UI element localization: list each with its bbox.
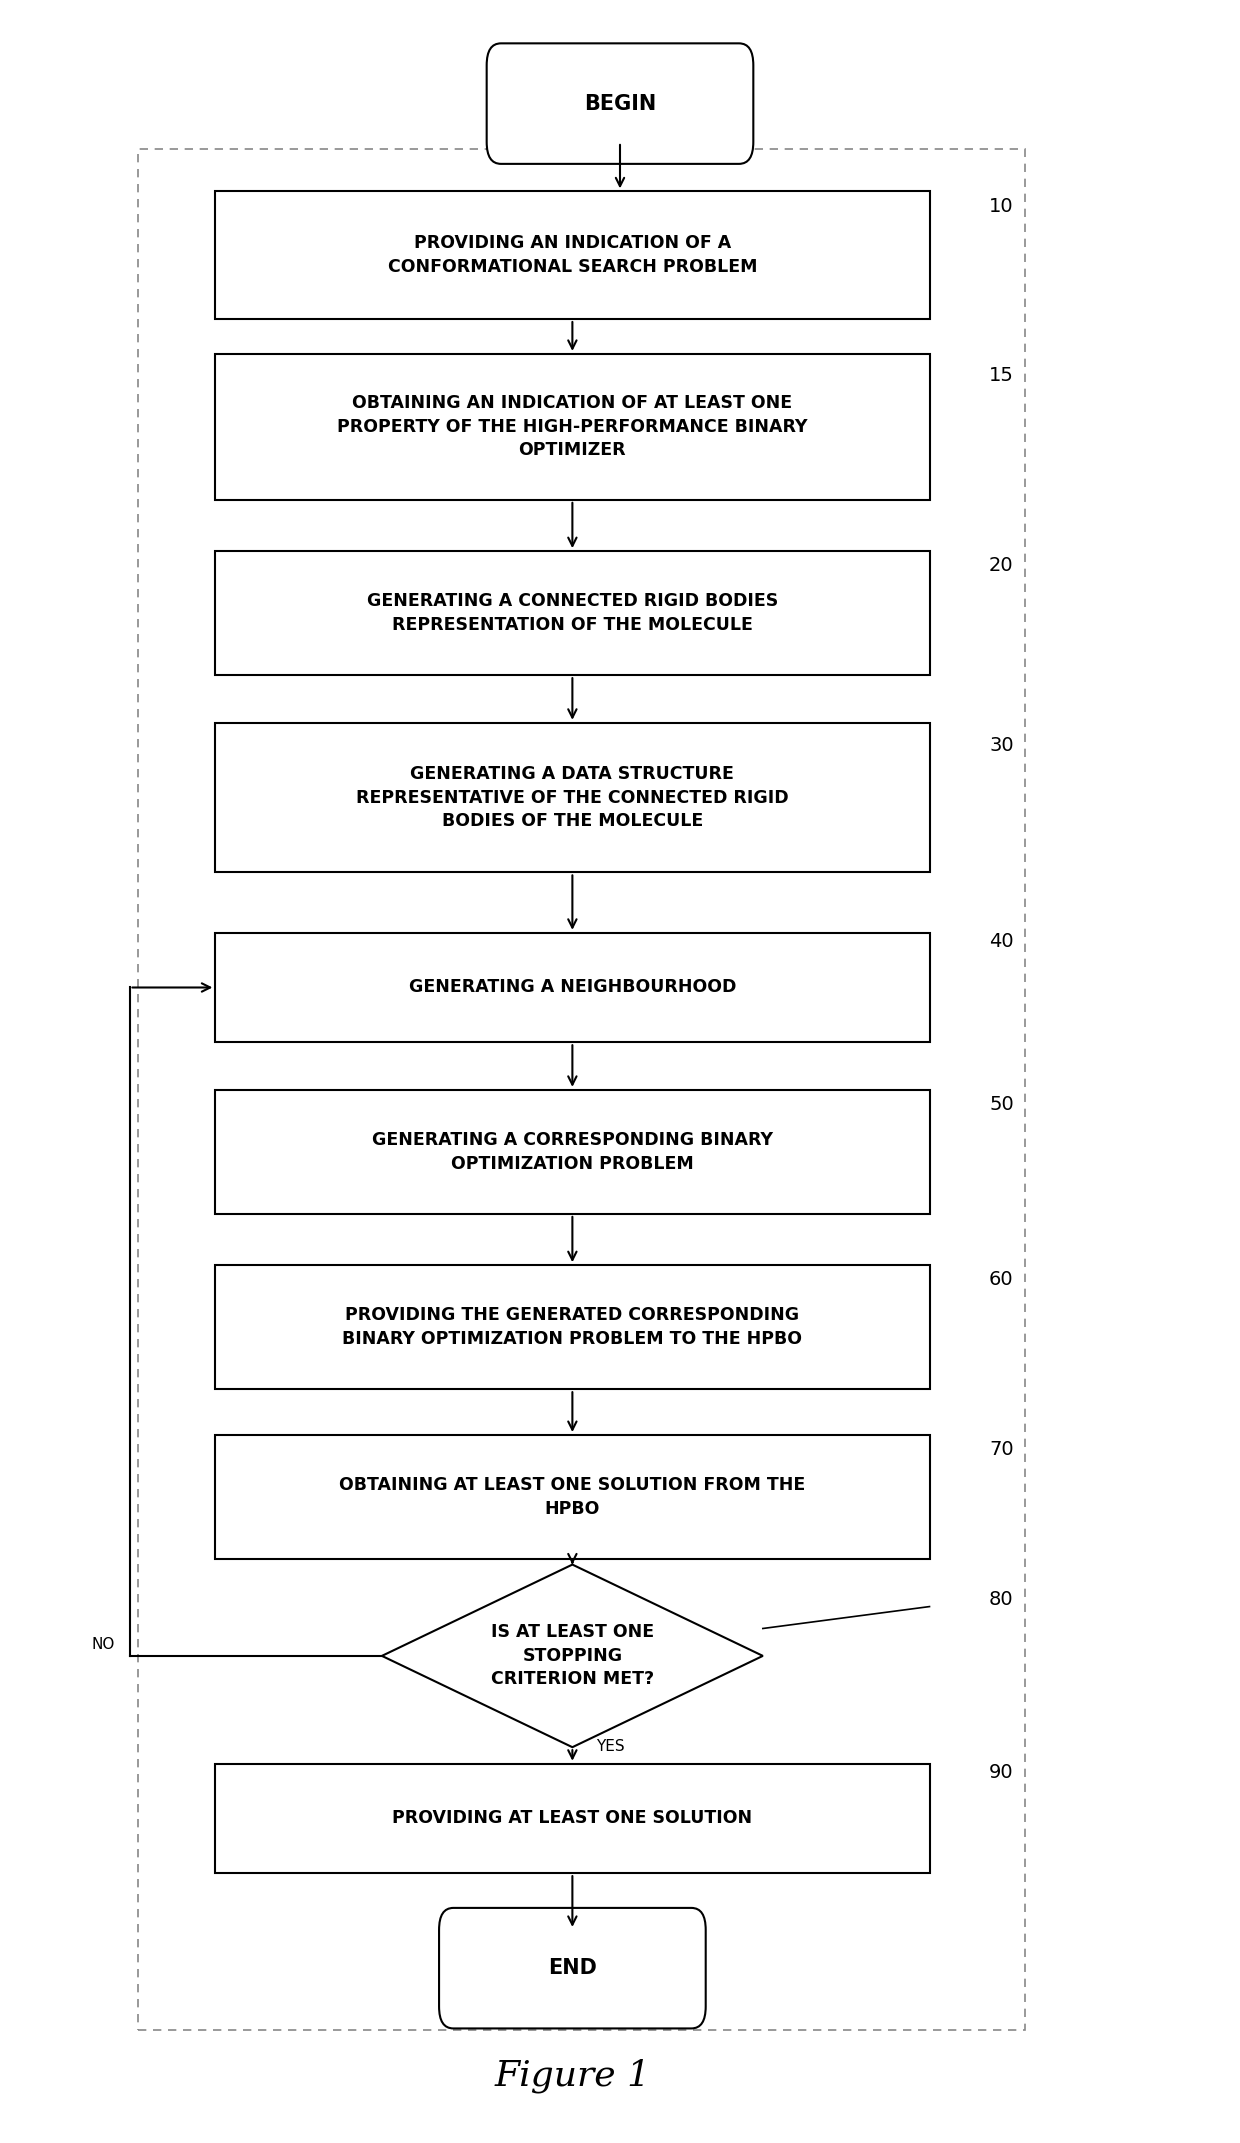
- Text: 80: 80: [990, 1590, 1013, 1609]
- Text: 60: 60: [990, 1271, 1013, 1288]
- Text: YES: YES: [596, 1738, 625, 1753]
- Text: 10: 10: [990, 197, 1013, 216]
- Bar: [216, 1764, 930, 1873]
- FancyBboxPatch shape: [486, 43, 754, 163]
- Bar: [216, 551, 930, 675]
- Text: NO: NO: [92, 1637, 115, 1652]
- Text: 30: 30: [990, 737, 1013, 754]
- Text: GENERATING A CORRESPONDING BINARY
OPTIMIZATION PROBLEM: GENERATING A CORRESPONDING BINARY OPTIMI…: [372, 1132, 773, 1172]
- Bar: [216, 354, 930, 499]
- Text: Figure 1: Figure 1: [495, 2059, 651, 2094]
- Bar: [216, 1091, 930, 1213]
- FancyBboxPatch shape: [439, 1907, 706, 2029]
- Text: PROVIDING AN INDICATION OF A
CONFORMATIONAL SEARCH PROBLEM: PROVIDING AN INDICATION OF A CONFORMATIO…: [388, 234, 758, 276]
- Text: GENERATING A DATA STRUCTURE
REPRESENTATIVE OF THE CONNECTED RIGID
BODIES OF THE : GENERATING A DATA STRUCTURE REPRESENTATI…: [356, 765, 789, 829]
- Text: PROVIDING THE GENERATED CORRESPONDING
BINARY OPTIMIZATION PROBLEM TO THE HPBO: PROVIDING THE GENERATED CORRESPONDING BI…: [342, 1307, 802, 1348]
- Polygon shape: [382, 1564, 763, 1747]
- Text: 90: 90: [990, 1764, 1013, 1783]
- Text: GENERATING A CONNECTED RIGID BODIES
REPRESENTATION OF THE MOLECULE: GENERATING A CONNECTED RIGID BODIES REPR…: [367, 591, 777, 634]
- Text: 50: 50: [990, 1095, 1014, 1114]
- Text: OBTAINING AN INDICATION OF AT LEAST ONE
PROPERTY OF THE HIGH-PERFORMANCE BINARY
: OBTAINING AN INDICATION OF AT LEAST ONE …: [337, 394, 807, 459]
- Text: 40: 40: [990, 932, 1013, 951]
- Bar: [216, 1264, 930, 1389]
- Text: PROVIDING AT LEAST ONE SOLUTION: PROVIDING AT LEAST ONE SOLUTION: [392, 1809, 753, 1828]
- Bar: [216, 1436, 930, 1560]
- Text: OBTAINING AT LEAST ONE SOLUTION FROM THE
HPBO: OBTAINING AT LEAST ONE SOLUTION FROM THE…: [340, 1477, 806, 1517]
- Bar: [138, 150, 1024, 2029]
- Bar: [216, 722, 930, 872]
- Text: 20: 20: [990, 555, 1013, 574]
- Bar: [216, 191, 930, 319]
- Text: IS AT LEAST ONE
STOPPING
CRITERION MET?: IS AT LEAST ONE STOPPING CRITERION MET?: [491, 1622, 653, 1689]
- Text: END: END: [548, 1959, 596, 1978]
- Text: 15: 15: [990, 366, 1014, 386]
- Text: BEGIN: BEGIN: [584, 94, 656, 114]
- Bar: [216, 932, 930, 1041]
- Text: 70: 70: [990, 1440, 1013, 1459]
- Text: GENERATING A NEIGHBOURHOOD: GENERATING A NEIGHBOURHOOD: [409, 979, 737, 996]
